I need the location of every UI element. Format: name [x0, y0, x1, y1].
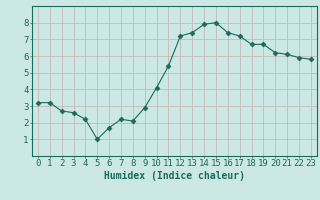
- X-axis label: Humidex (Indice chaleur): Humidex (Indice chaleur): [104, 171, 245, 181]
